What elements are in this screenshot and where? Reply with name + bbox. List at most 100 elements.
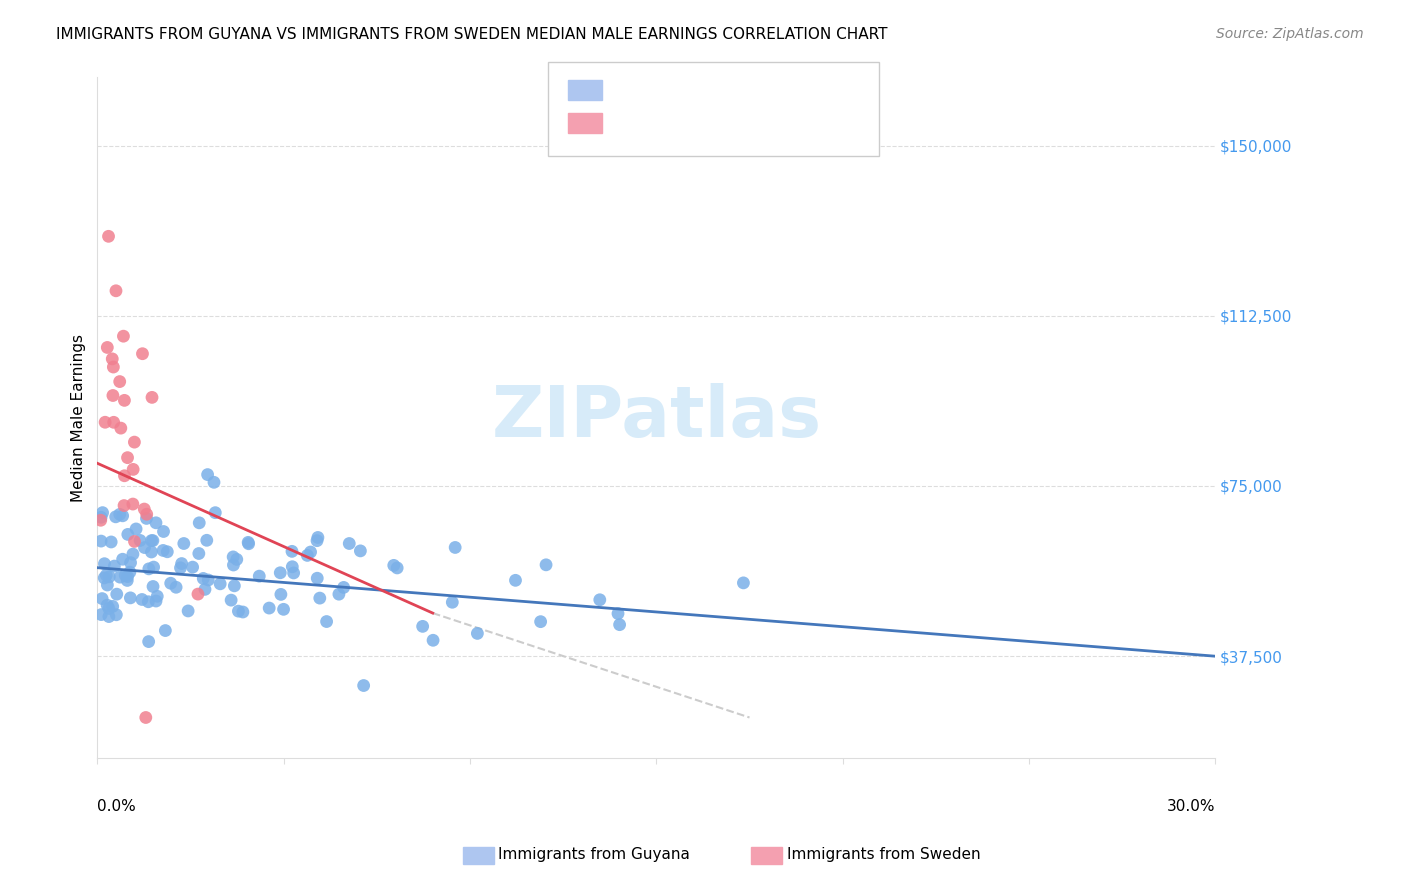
Point [733, 575, 755, 590]
Point [122, 547, 145, 561]
Text: 111: 111 [741, 82, 772, 96]
Point [90, 510, 112, 524]
Point [609, 617, 631, 632]
Point [111, 552, 134, 566]
Point [134, 541, 156, 555]
Point [135, 508, 157, 522]
Point [382, 558, 405, 573]
Point [129, 533, 152, 548]
Point [90, 534, 112, 549]
Point [412, 619, 434, 633]
Point [96, 568, 118, 582]
Point [238, 537, 260, 551]
Point [444, 541, 467, 555]
Point [138, 634, 160, 648]
Point [159, 576, 181, 591]
Point [270, 587, 292, 601]
Point [101, 599, 124, 614]
Point [188, 516, 211, 530]
Point [232, 605, 254, 619]
Point [219, 593, 242, 607]
Point [441, 595, 464, 609]
Point [135, 511, 157, 525]
Point [108, 570, 131, 584]
Point [283, 566, 305, 580]
Point [281, 559, 304, 574]
Point [187, 547, 209, 561]
Point [353, 679, 375, 693]
Point [152, 543, 174, 558]
Point [138, 562, 160, 576]
Point [422, 633, 444, 648]
Point [103, 559, 125, 574]
Point [122, 497, 145, 511]
Point [607, 607, 630, 621]
Point [197, 573, 219, 587]
Point [169, 561, 191, 575]
Point [112, 499, 135, 513]
Point [308, 591, 330, 606]
Point [328, 587, 350, 601]
Point [238, 535, 260, 549]
Point [141, 545, 163, 559]
Text: N =: N = [707, 82, 741, 96]
Point [155, 624, 177, 638]
Point [187, 587, 209, 601]
Point [195, 533, 218, 548]
Point [114, 468, 136, 483]
Point [307, 571, 329, 585]
Text: 0.0%: 0.0% [97, 799, 136, 814]
Point [112, 329, 135, 343]
Text: ZIPatlas: ZIPatlas [491, 384, 821, 452]
Point [97, 601, 120, 615]
Point [530, 615, 553, 629]
Point [93, 557, 115, 571]
Point [96, 598, 118, 612]
Point [349, 544, 371, 558]
Point [117, 574, 139, 588]
Point [534, 558, 557, 572]
Point [90, 607, 112, 622]
Point [103, 359, 125, 374]
Point [257, 601, 280, 615]
Text: Immigrants from Sweden: Immigrants from Sweden [787, 847, 981, 862]
Point [122, 462, 145, 476]
Point [142, 580, 165, 594]
Point [297, 549, 319, 563]
Point [96, 578, 118, 592]
Point [91, 591, 114, 606]
Point [505, 574, 527, 588]
Point [224, 579, 246, 593]
Text: -0.278: -0.278 [643, 82, 697, 96]
Text: N =: N = [707, 115, 741, 129]
Point [105, 587, 128, 601]
Point [101, 351, 124, 366]
Text: 26: 26 [741, 115, 762, 129]
Point [177, 604, 200, 618]
Point [114, 568, 136, 582]
Point [299, 545, 322, 559]
Point [222, 558, 245, 572]
Text: R =: R = [607, 82, 641, 96]
Point [101, 388, 124, 402]
Point [145, 594, 167, 608]
Point [152, 524, 174, 539]
Point [204, 506, 226, 520]
Point [225, 552, 247, 566]
Point [141, 533, 163, 548]
Text: 30.0%: 30.0% [1167, 799, 1215, 814]
Point [93, 571, 115, 585]
Point [104, 284, 127, 298]
Point [90, 513, 112, 527]
Point [120, 556, 142, 570]
Point [138, 595, 160, 609]
Point [97, 609, 120, 624]
Point [228, 604, 250, 618]
Point [103, 415, 125, 429]
Text: Source: ZipAtlas.com: Source: ZipAtlas.com [1216, 27, 1364, 41]
Point [108, 375, 131, 389]
Point [193, 571, 215, 585]
Point [197, 467, 219, 482]
Point [307, 531, 329, 545]
Point [315, 615, 337, 629]
